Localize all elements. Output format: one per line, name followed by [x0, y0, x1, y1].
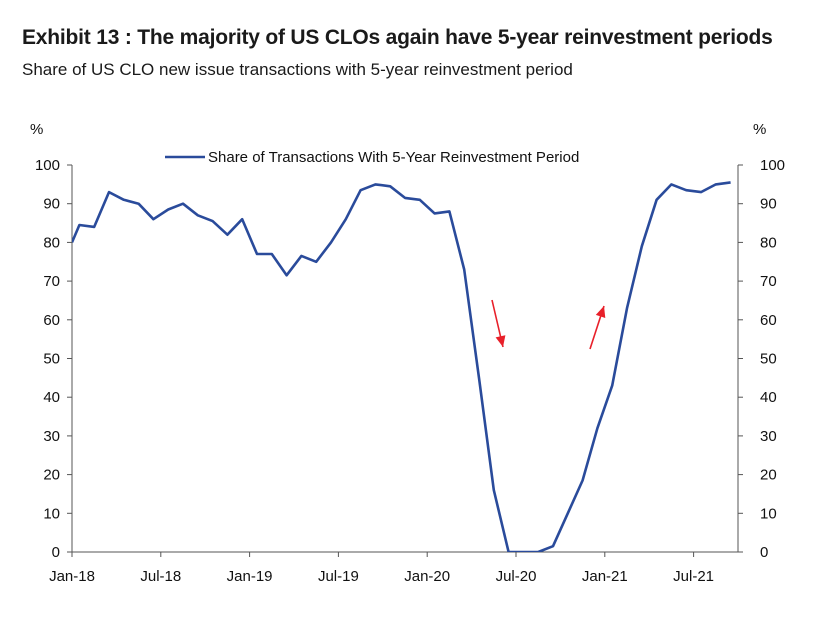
chart-subtitle: Share of US CLO new issue transactions w… [22, 60, 573, 79]
y-tick-label-right-30: 30 [760, 428, 777, 445]
y-tick-label-right-90: 90 [760, 196, 777, 213]
left-unit-label: % [30, 121, 43, 138]
y-tick-label-left-20: 20 [43, 467, 60, 484]
y-tick-label-right-40: 40 [760, 389, 777, 406]
legend-label-0: Share of Transactions With 5-Year Reinve… [208, 149, 579, 166]
x-tick-label-Jul-21: Jul-21 [673, 568, 714, 585]
x-tick-label-Jul-18: Jul-18 [140, 568, 181, 585]
chart-annotations [491, 299, 606, 350]
up-arrow-head [595, 306, 606, 318]
x-tick-label-Jan-21: Jan-21 [582, 568, 628, 585]
y-tick-label-right-80: 80 [760, 234, 777, 251]
down-arrow [491, 299, 506, 348]
y-tick-label-left-30: 30 [43, 428, 60, 445]
chart-axes [71, 165, 739, 553]
x-tick-label-Jan-19: Jan-19 [227, 568, 273, 585]
chart-series [72, 181, 731, 552]
y-tick-label-left-100: 100 [35, 157, 60, 174]
y-tick-label-right-50: 50 [760, 351, 777, 368]
y-tick-label-right-100: 100 [760, 157, 785, 174]
x-tick-label-Jan-18: Jan-18 [49, 568, 95, 585]
y-tick-label-left-60: 60 [43, 312, 60, 329]
y-tick-label-left-50: 50 [43, 351, 60, 368]
y-tick-label-right-60: 60 [760, 312, 777, 329]
chart-legend: Share of Transactions With 5-Year Reinve… [165, 149, 579, 166]
y-tick-label-left-90: 90 [43, 196, 60, 213]
x-tick-label-Jul-19: Jul-19 [318, 568, 359, 585]
down-arrow-head [495, 335, 506, 347]
chart-title: Exhibit 13 : The majority of US CLOs aga… [22, 26, 773, 49]
y-tick-label-left-0: 0 [52, 544, 60, 561]
y-tick-label-right-0: 0 [760, 544, 768, 561]
x-tick-label-Jul-20: Jul-20 [496, 568, 537, 585]
y-tick-label-left-70: 70 [43, 273, 60, 290]
y-tick-label-right-20: 20 [760, 467, 777, 484]
chart-ticks [67, 164, 743, 557]
y-tick-label-right-10: 10 [760, 505, 777, 522]
right-unit-label: % [753, 121, 766, 138]
y-tick-label-left-40: 40 [43, 389, 60, 406]
series-line-0 [72, 181, 731, 552]
y-tick-label-right-70: 70 [760, 273, 777, 290]
y-tick-label-left-80: 80 [43, 234, 60, 251]
x-tick-label-Jan-20: Jan-20 [404, 568, 450, 585]
y-tick-label-left-10: 10 [43, 505, 60, 522]
chart-tick-labels: % % 0 0 10 10 20 20 30 30 40 40 50 50 60 60 70 70 80 80 90 90… [30, 121, 785, 585]
up-arrow [589, 305, 606, 350]
